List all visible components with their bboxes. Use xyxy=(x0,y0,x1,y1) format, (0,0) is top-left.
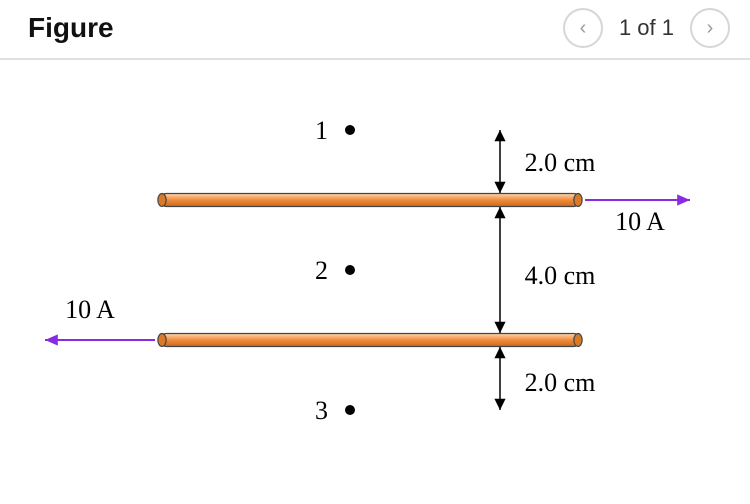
wire-top xyxy=(160,194,580,207)
pager: ‹ 1 of 1 › xyxy=(563,8,730,48)
dim-arrow-top-1 xyxy=(494,207,505,218)
dim-arrow-bot-1 xyxy=(494,322,505,333)
dim-label-2: 2.0 cm xyxy=(525,368,596,397)
wire-bottom xyxy=(160,334,580,347)
point-label-2: 2 xyxy=(315,256,328,285)
wire-bottom-rightcap xyxy=(574,334,582,347)
figure-title: Figure xyxy=(28,12,114,44)
page-indicator: 1 of 1 xyxy=(619,15,674,41)
prev-button[interactable]: ‹ xyxy=(563,8,603,48)
current-label-top: 10 A xyxy=(615,207,665,236)
dim-arrow-top-2 xyxy=(494,347,505,358)
figure-header: Figure ‹ 1 of 1 › xyxy=(0,0,750,60)
dim-label-1: 4.0 cm xyxy=(525,261,596,290)
dim-arrow-top-0 xyxy=(494,130,505,141)
chevron-right-icon: › xyxy=(707,17,714,40)
point-label-1: 1 xyxy=(315,116,328,145)
point-label-3: 3 xyxy=(315,396,328,425)
point-dot-3 xyxy=(345,405,355,415)
wire-top-rightcap xyxy=(574,194,582,207)
wire-top-leftcap xyxy=(158,194,166,207)
current-arrowhead-top xyxy=(677,194,690,205)
chevron-left-icon: ‹ xyxy=(580,17,587,40)
wire-bottom-leftcap xyxy=(158,334,166,347)
next-button[interactable]: › xyxy=(690,8,730,48)
dim-label-0: 2.0 cm xyxy=(525,148,596,177)
dim-arrow-bot-2 xyxy=(494,399,505,410)
current-label-bottom: 10 A xyxy=(65,295,115,324)
current-arrowhead-bottom xyxy=(45,334,58,345)
point-dot-2 xyxy=(345,265,355,275)
diagram-container: 10 A 10 A 2.0 cm 4.0 cm 2.0 cm 1 2 3 xyxy=(0,60,750,490)
point-dot-1 xyxy=(345,125,355,135)
dim-arrow-bot-0 xyxy=(494,182,505,193)
diagram-svg: 10 A 10 A 2.0 cm 4.0 cm 2.0 cm 1 2 3 xyxy=(0,60,750,490)
